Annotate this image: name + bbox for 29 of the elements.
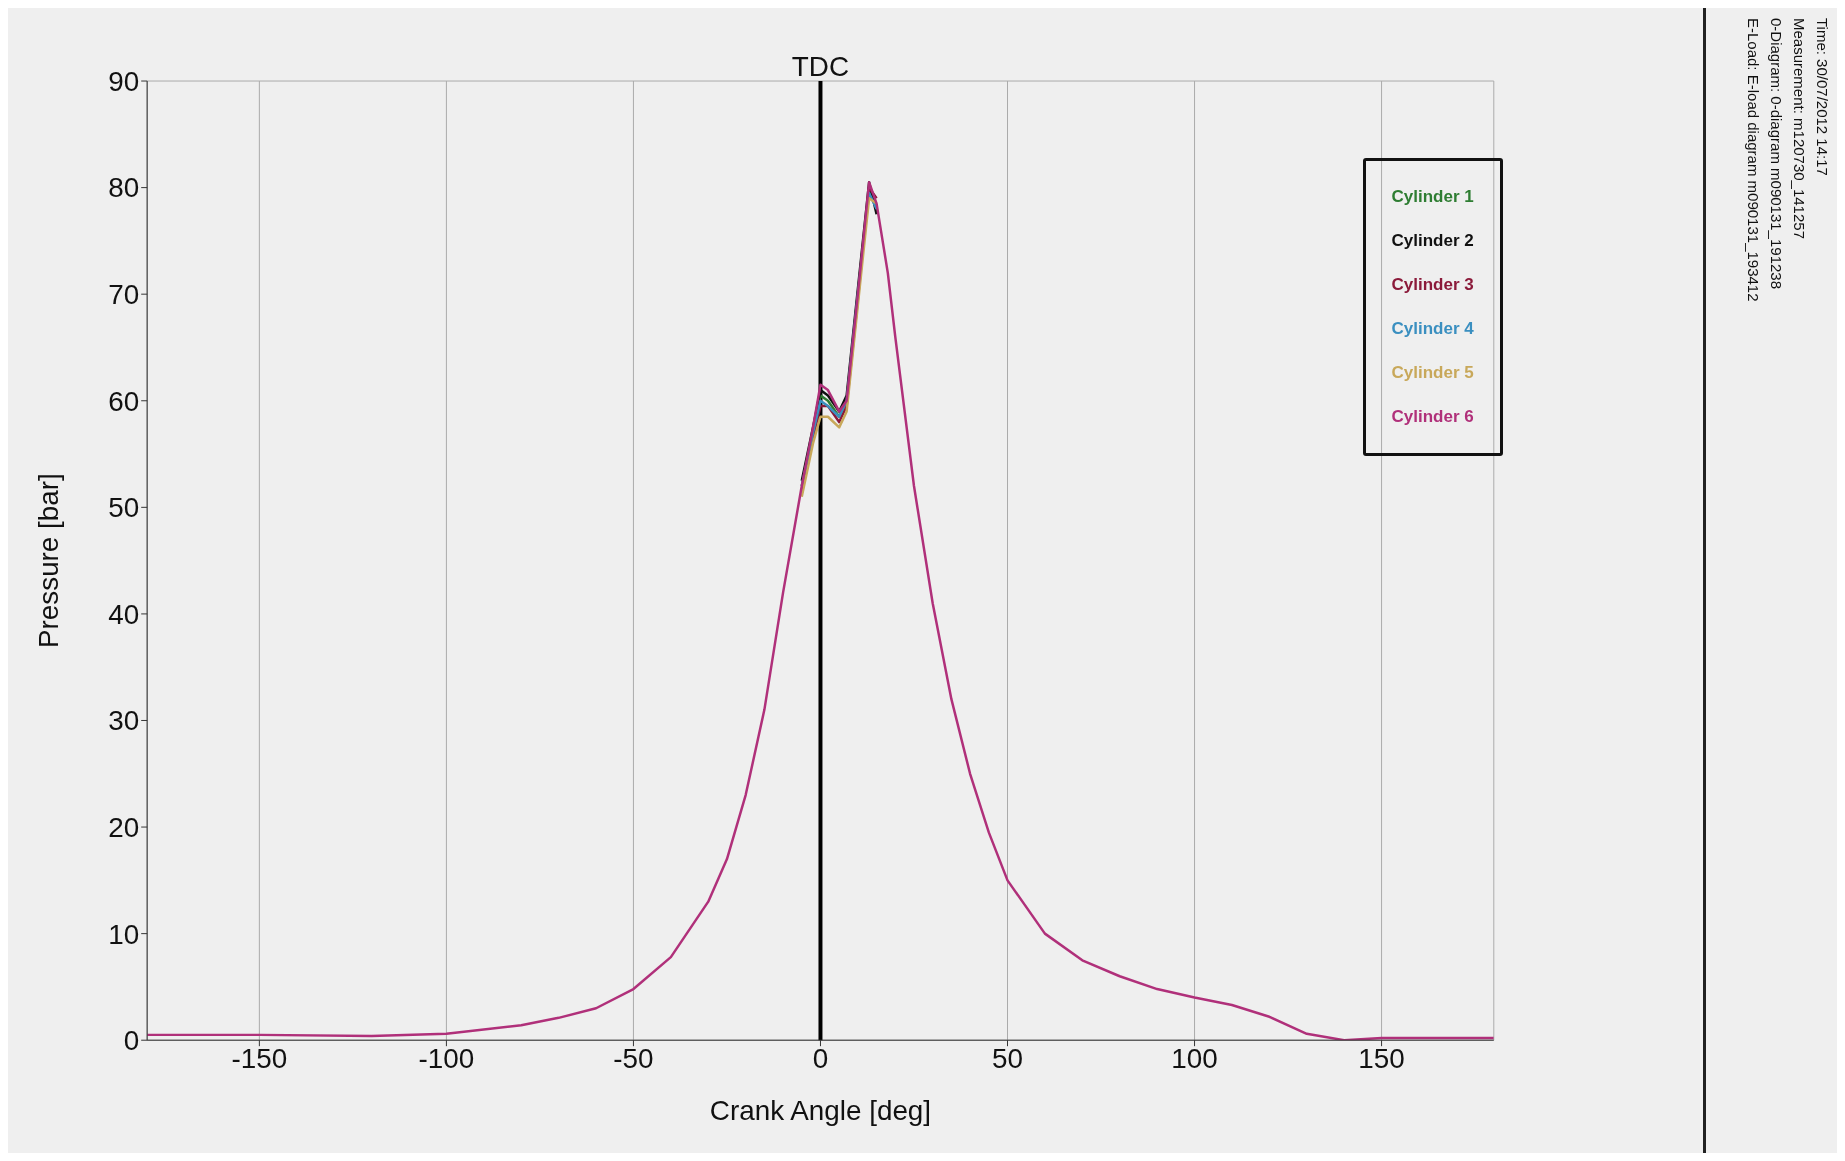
text: Cylinder 6 [1391,406,1474,428]
text: 0-Diagram: 0-diagram m090131_191238 [1768,18,1785,291]
x-tick-label: 100 [1171,1042,1218,1074]
text: Cylinder 3 [1391,274,1474,296]
y-tick-label: 80 [108,172,140,204]
text: Cylinder 1 [1391,186,1474,208]
text: E-Load: E-load diagram m090131_193412 [1745,18,1762,304]
y-axis-title: Pressure [bar] [32,473,64,649]
y-tick-label: 90 [108,65,140,97]
y-tick-label: 30 [108,705,140,737]
y-tick-label: 20 [108,811,140,843]
y-tick-label: 60 [108,385,140,417]
x-tick-label: -50 [613,1042,654,1074]
y-tick-label: 70 [108,279,140,311]
text: Cylinder 5 [1391,362,1474,384]
x-tick-label: 0 [812,1042,829,1074]
x-tick-label: 150 [1358,1042,1405,1074]
x-tick-label: -150 [231,1042,288,1074]
x-tick-label: -100 [418,1042,475,1074]
ref-line-label: TDC [791,51,850,83]
y-tick-label: 10 [108,918,140,950]
x-axis-title: Crank Angle [deg] [709,1094,932,1126]
text: Cylinder 4 [1391,318,1474,340]
text: Time: 30/07/2012 14:17 [1814,18,1831,178]
text: Measurement: m120730_141257 [1791,18,1808,241]
text: Cylinder 2 [1391,230,1474,252]
x-tick-label: 50 [992,1042,1023,1074]
y-tick-label: 40 [108,598,140,630]
y-tick-label: 50 [108,492,140,524]
